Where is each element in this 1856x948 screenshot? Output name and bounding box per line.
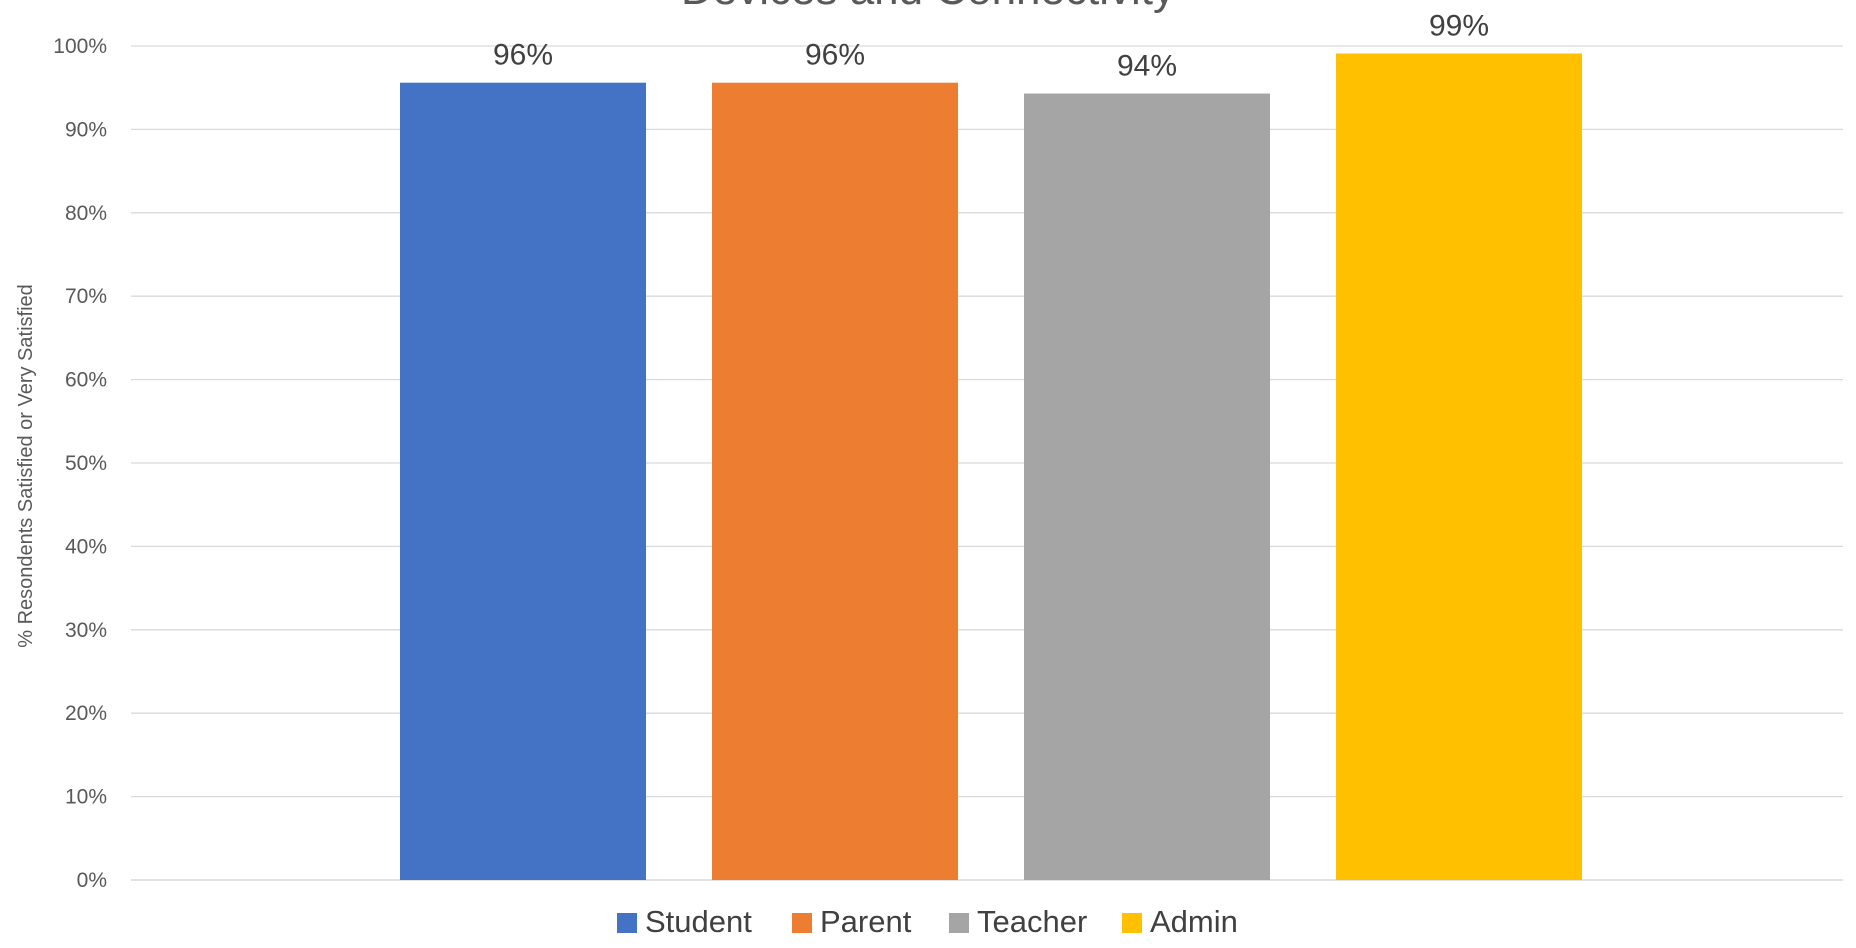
legend-label-student: Student (645, 904, 752, 939)
y-tick-label: 60% (65, 369, 107, 392)
y-tick-label: 90% (65, 118, 107, 141)
y-tick-label: 20% (65, 702, 107, 725)
gridlines (131, 46, 1843, 880)
data-label-parent: 96% (805, 39, 865, 72)
y-tick-label: 30% (65, 619, 107, 642)
y-tick-label: 70% (65, 285, 107, 308)
y-tick-label: 40% (65, 535, 107, 558)
legend-swatch-student (617, 913, 637, 933)
y-tick-label: 50% (65, 452, 107, 475)
y-axis-label: % Resondents Satisfied or Very Satisfied (15, 284, 37, 648)
bar-parent (712, 83, 958, 880)
bar-teacher (1024, 94, 1270, 880)
legend-label-teacher: Teacher (977, 904, 1087, 939)
legend-swatch-admin (1122, 913, 1142, 933)
legend-label-admin: Admin (1150, 904, 1238, 939)
data-label-admin: 99% (1429, 10, 1489, 43)
legend-label-parent: Parent (820, 904, 912, 939)
bar-admin (1336, 54, 1582, 880)
chart-title: Devices and Connectivity (681, 0, 1175, 14)
bar-student (400, 83, 646, 880)
y-axis-ticks: 0% 10% 20% 30% 40% 50% 60% 70% 80% 90% 100% (53, 35, 107, 892)
y-tick-label: 10% (65, 786, 107, 809)
data-label-student: 96% (493, 39, 553, 72)
bars (400, 54, 1582, 880)
y-tick-label: 100% (53, 35, 107, 58)
y-tick-label: 80% (65, 202, 107, 225)
data-label-teacher: 94% (1117, 50, 1177, 83)
legend-swatch-teacher (949, 913, 969, 933)
y-tick-label: 0% (77, 869, 107, 892)
legend: Student Parent Teacher Admin (617, 904, 1238, 939)
legend-swatch-parent (792, 913, 812, 933)
